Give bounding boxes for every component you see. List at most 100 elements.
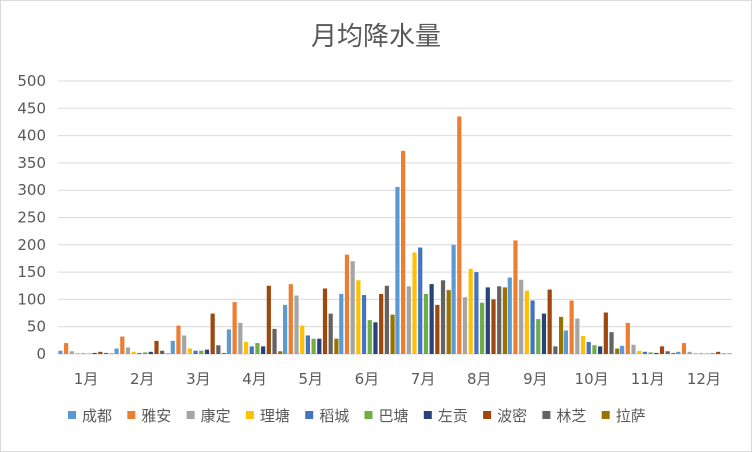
bar [294, 295, 299, 354]
bar [154, 340, 159, 354]
bar [558, 316, 564, 354]
bar [300, 325, 305, 354]
legend-swatch [305, 411, 314, 419]
bar [317, 338, 322, 354]
bar [210, 313, 215, 354]
bars [58, 116, 732, 355]
chart-title: 月均降水量 [311, 22, 441, 52]
bar [603, 312, 608, 354]
bar [350, 261, 355, 354]
bar [513, 240, 518, 354]
bar [524, 290, 529, 354]
legend-label: 拉萨 [616, 407, 646, 425]
x-tick-label: 6月 [355, 370, 380, 388]
bar [418, 247, 423, 354]
bar [435, 304, 440, 354]
bar [160, 350, 165, 354]
bar [547, 289, 552, 354]
bar [165, 353, 170, 354]
bar [288, 284, 293, 354]
bar [334, 338, 339, 354]
legend-swatch [601, 411, 610, 419]
legend-label: 康定 [201, 407, 231, 425]
bar [541, 313, 547, 354]
y-tick-label: 300 [17, 181, 46, 199]
y-tick-label: 500 [17, 72, 46, 90]
legend-label: 波密 [497, 407, 527, 425]
bar [654, 352, 659, 354]
bar [457, 116, 462, 355]
legend-item: 拉萨 [601, 407, 646, 425]
legend-swatch [423, 411, 432, 419]
bar [480, 302, 485, 354]
legend-label: 理塘 [260, 407, 290, 425]
bar [530, 300, 535, 354]
y-tick-label: 150 [17, 263, 46, 281]
legend-item: 雅安 [127, 407, 171, 425]
bar [716, 351, 721, 354]
bar [681, 343, 687, 354]
bar [226, 329, 232, 354]
bar [137, 352, 142, 354]
bar [176, 325, 181, 354]
gridlines [58, 80, 732, 355]
bar [204, 349, 210, 354]
legend-label: 成都 [82, 407, 112, 425]
bar [598, 346, 603, 354]
legend-swatch [127, 411, 136, 419]
bar [575, 318, 580, 354]
bar [86, 353, 92, 354]
bar [272, 328, 277, 354]
bar [390, 314, 395, 354]
bar [238, 322, 243, 354]
bar [485, 287, 490, 354]
bar [502, 287, 507, 354]
bar [148, 351, 153, 354]
bar [710, 353, 715, 354]
bar [305, 335, 310, 354]
x-axis-ticks: 1月 2月 3月 4月 5月 6月 7月 8月 9月 10月 11月 12月 [74, 370, 721, 388]
bar [401, 150, 406, 354]
bar [232, 302, 237, 354]
legend-swatch [483, 411, 492, 419]
bar [384, 285, 389, 354]
bar [474, 272, 479, 354]
legend-label: 雅安 [141, 407, 171, 425]
legend-item: 巴塘 [364, 407, 409, 425]
bar [131, 351, 136, 354]
bar [631, 344, 636, 354]
bar [507, 277, 512, 354]
bar [698, 353, 704, 354]
bar [322, 288, 328, 354]
y-tick-label: 0 [36, 345, 46, 363]
bar [687, 351, 692, 354]
bar [379, 293, 384, 354]
bar [586, 341, 591, 354]
bar [103, 352, 109, 354]
x-tick-label: 5月 [298, 370, 323, 388]
legend-swatch [364, 411, 373, 419]
bar [721, 353, 726, 354]
bar [98, 351, 103, 354]
bar [109, 353, 114, 354]
legend-item: 稻城 [305, 407, 349, 425]
bar [261, 346, 266, 354]
legend-label: 稻城 [319, 407, 349, 425]
bar [120, 336, 125, 354]
bar [429, 284, 434, 354]
bar [221, 352, 227, 354]
bar [536, 319, 541, 354]
x-tick-label: 9月 [523, 370, 548, 388]
y-tick-label: 50 [27, 318, 46, 336]
bar [344, 254, 350, 354]
legend: 成都 雅安 康定 理塘 稻城 巴塘 左贡 波密 林芝 拉萨 [68, 407, 646, 425]
legend-label: 林芝 [556, 407, 586, 425]
bar [468, 268, 473, 354]
bar [311, 338, 316, 354]
bar [373, 322, 378, 354]
x-tick-label: 10月 [575, 370, 609, 388]
bar [648, 352, 653, 354]
bar [64, 343, 69, 354]
bar [446, 290, 451, 354]
